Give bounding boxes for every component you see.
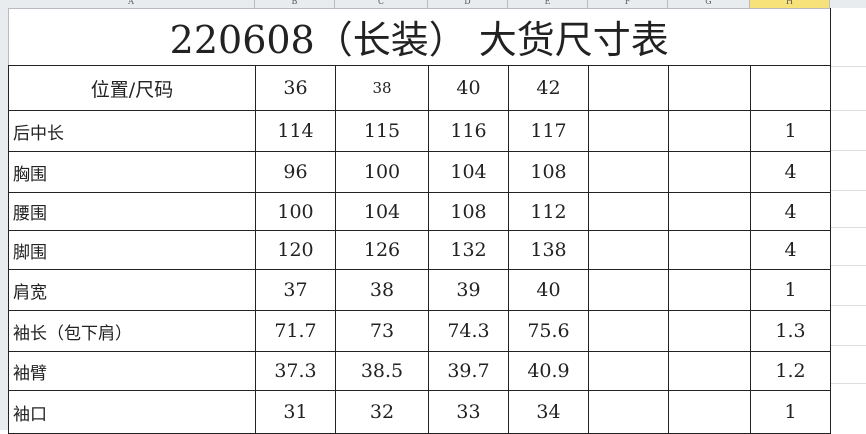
column-header-h[interactable]: H — [750, 0, 830, 8]
measurement-cell[interactable]: 37 — [255, 269, 336, 311]
measurement-cell[interactable]: 4 — [750, 192, 831, 231]
measurement-cell[interactable]: 40.9 — [508, 351, 589, 391]
measurement-cell[interactable] — [668, 110, 751, 152]
measurement-cell[interactable] — [588, 351, 669, 391]
measurement-cell[interactable]: 75.6 — [508, 310, 589, 352]
row-label[interactable]: 肩宽 — [8, 269, 256, 311]
measurement-cell[interactable] — [588, 110, 669, 152]
column-header-e[interactable]: E — [508, 0, 588, 8]
measurement-cell[interactable] — [588, 390, 669, 434]
measurement-cell[interactable]: 33 — [428, 390, 509, 434]
measurement-cell[interactable] — [588, 151, 669, 193]
measurement-cell[interactable] — [668, 230, 751, 270]
size-header-cell[interactable]: 38 — [335, 65, 429, 111]
measurement-cell[interactable]: 4 — [750, 151, 831, 193]
measurement-cell[interactable]: 120 — [255, 230, 336, 270]
measurement-cell[interactable]: 39.7 — [428, 351, 509, 391]
measurement-cell[interactable]: 32 — [335, 390, 429, 434]
measurement-cell[interactable]: 71.7 — [255, 310, 336, 352]
measurement-cell[interactable]: 108 — [428, 192, 509, 231]
measurement-cell[interactable]: 39 — [428, 269, 509, 311]
measurement-cell[interactable]: 100 — [335, 151, 429, 193]
measurement-cell[interactable]: 1 — [750, 110, 831, 152]
size-header-cell[interactable]: 36 — [255, 65, 336, 111]
table-row: 后中长 114 115 116 117 1 — [8, 110, 831, 152]
measurement-cell[interactable] — [668, 192, 751, 231]
size-header-cell[interactable]: 40 — [428, 65, 509, 111]
table-row: 胸围 96 100 104 108 4 — [8, 151, 831, 193]
measurement-cell[interactable]: 126 — [335, 230, 429, 270]
column-header-d[interactable]: D — [428, 0, 508, 8]
measurement-cell[interactable]: 1.3 — [750, 310, 831, 352]
size-header-row: 位置/尺码 36 38 40 42 — [8, 65, 831, 111]
column-header-g[interactable]: G — [668, 0, 750, 8]
measurement-cell[interactable]: 1.2 — [750, 351, 831, 391]
table-row: 腰围 100 104 108 112 4 — [8, 192, 831, 231]
measurement-cell[interactable]: 108 — [508, 151, 589, 193]
measurement-cell[interactable]: 74.3 — [428, 310, 509, 352]
size-header-cell[interactable] — [588, 65, 669, 111]
table-row: 肩宽 37 38 39 40 1 — [8, 269, 831, 311]
measurement-cell[interactable]: 138 — [508, 230, 589, 270]
table-row: 袖臂 37.3 38.5 39.7 40.9 1.2 — [8, 351, 831, 391]
row-label[interactable]: 后中长 — [8, 110, 256, 152]
measurement-cell[interactable]: 104 — [335, 192, 429, 231]
size-header-cell[interactable]: 42 — [508, 65, 589, 111]
measurement-cell[interactable]: 38 — [335, 269, 429, 311]
row-label[interactable]: 袖臂 — [8, 351, 256, 391]
table-row: 脚围 120 126 132 138 4 — [8, 230, 831, 270]
measurement-cell[interactable] — [588, 230, 669, 270]
size-chart-table: 220608（长装） 大货尺寸表 位置/尺码 36 38 40 42 后中长 114 115 1… — [8, 8, 831, 434]
row-label[interactable]: 位置/尺码 — [8, 65, 256, 111]
measurement-cell[interactable]: 34 — [508, 390, 589, 434]
measurement-cell[interactable]: 116 — [428, 110, 509, 152]
size-header-cell[interactable] — [668, 65, 751, 111]
column-header-c[interactable]: C — [335, 0, 428, 8]
measurement-cell[interactable] — [668, 310, 751, 352]
measurement-cell[interactable] — [668, 390, 751, 434]
row-label[interactable]: 脚围 — [8, 230, 256, 270]
row-label[interactable]: 胸围 — [8, 151, 256, 193]
measurement-cell[interactable] — [668, 151, 751, 193]
sheet-title[interactable]: 220608（长装） 大货尺寸表 — [8, 8, 831, 66]
size-header-cell[interactable] — [750, 65, 831, 111]
column-header-b[interactable]: B — [255, 0, 335, 8]
measurement-cell[interactable]: 1 — [750, 390, 831, 434]
measurement-cell[interactable]: 4 — [750, 230, 831, 270]
measurement-cell[interactable] — [588, 269, 669, 311]
measurement-cell[interactable]: 112 — [508, 192, 589, 231]
measurement-cell[interactable]: 100 — [255, 192, 336, 231]
measurement-cell[interactable]: 37.3 — [255, 351, 336, 391]
measurement-cell[interactable]: 38.5 — [335, 351, 429, 391]
measurement-cell[interactable] — [668, 351, 751, 391]
measurement-cell[interactable]: 1 — [750, 269, 831, 311]
measurement-cell[interactable]: 31 — [255, 390, 336, 434]
measurement-cell[interactable]: 104 — [428, 151, 509, 193]
measurement-cell[interactable] — [588, 192, 669, 231]
row-label[interactable]: 腰围 — [8, 192, 256, 231]
measurement-cell[interactable] — [588, 310, 669, 352]
column-header-a[interactable]: A — [8, 0, 255, 8]
column-header-f[interactable]: F — [588, 0, 668, 8]
measurement-cell[interactable]: 132 — [428, 230, 509, 270]
table-row: 袖口 31 32 33 34 1 — [8, 390, 831, 434]
measurement-cell[interactable]: 73 — [335, 310, 429, 352]
empty-grid-area — [830, 8, 866, 430]
measurement-cell[interactable]: 96 — [255, 151, 336, 193]
measurement-cell[interactable]: 115 — [335, 110, 429, 152]
table-row: 袖长（包下肩） 71.7 73 74.3 75.6 1.3 — [8, 310, 831, 352]
row-label[interactable]: 袖长（包下肩） — [8, 310, 256, 352]
measurement-cell[interactable] — [668, 269, 751, 311]
measurement-cell[interactable]: 40 — [508, 269, 589, 311]
measurement-cell[interactable]: 117 — [508, 110, 589, 152]
row-label[interactable]: 袖口 — [8, 390, 256, 434]
measurement-cell[interactable]: 114 — [255, 110, 336, 152]
